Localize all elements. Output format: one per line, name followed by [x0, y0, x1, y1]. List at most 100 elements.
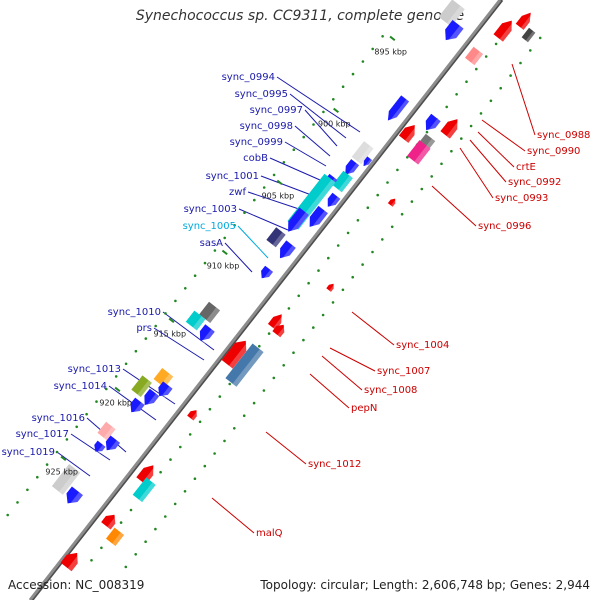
gene-label: sync_0999 — [230, 137, 283, 148]
feature-highlight — [96, 444, 106, 455]
reverse-gene — [493, 20, 517, 42]
feature-highlight — [146, 393, 160, 409]
feature-body — [309, 205, 328, 227]
feature-body — [199, 324, 215, 341]
track-dot — [188, 433, 192, 436]
feature-body — [187, 410, 197, 421]
track-dot — [287, 307, 291, 310]
forward-gene — [105, 435, 121, 454]
tick-label: 895 kbp — [374, 47, 407, 56]
track-dot — [455, 93, 458, 96]
track-dot — [529, 49, 532, 52]
reverse-gene — [464, 46, 484, 66]
label-connector — [481, 119, 526, 152]
feature-highlight — [329, 284, 336, 292]
track-dot — [519, 61, 522, 65]
feature-body — [332, 170, 353, 193]
gene-label: zwf — [229, 187, 246, 198]
label-connector — [162, 311, 215, 351]
feature-highlight — [520, 13, 535, 30]
track-dot — [430, 175, 434, 178]
gene-label: sync_0990 — [527, 146, 580, 157]
track-dot — [366, 206, 370, 209]
label-connector — [309, 373, 350, 409]
backbone-line — [28, 0, 502, 600]
track-dot — [134, 553, 137, 556]
label-connector — [469, 139, 507, 183]
track-dot — [183, 490, 187, 493]
feature-highlight — [112, 532, 125, 547]
feature-highlight — [390, 199, 398, 207]
reverse-gene — [407, 140, 431, 165]
track-dot — [460, 137, 463, 140]
track-dot — [100, 546, 103, 550]
label-connector — [122, 368, 176, 405]
forward-gene — [66, 486, 83, 508]
reverse-gene — [187, 410, 200, 421]
feature-body — [288, 207, 309, 232]
gene-label: malQ — [256, 528, 283, 539]
feature-body — [272, 324, 285, 338]
track-dot — [26, 488, 29, 492]
feature-highlight — [447, 25, 464, 45]
topology-label: Topology: circular; Length: 2,606,748 bp… — [260, 578, 590, 592]
track-dot — [95, 400, 98, 403]
gene-label: sync_1008 — [364, 385, 417, 396]
gene-label: sync_0993 — [495, 193, 548, 204]
track-dot — [361, 60, 365, 63]
genome-backbone — [28, 0, 504, 600]
gene-label: cobB — [243, 153, 268, 164]
tick-label: 910 kbp — [207, 261, 240, 270]
feature-highlight — [59, 469, 81, 495]
gene-features — [51, 0, 536, 572]
forward-gene — [185, 310, 206, 331]
feature-body — [221, 340, 247, 369]
track-dot — [322, 110, 325, 114]
track-dot — [124, 362, 128, 366]
feature-highlight — [191, 410, 200, 421]
track-dot — [465, 80, 468, 83]
feature-body — [438, 0, 465, 27]
feature-highlight — [277, 325, 288, 338]
track-dot — [174, 299, 177, 303]
tick-label: 915 kbp — [153, 329, 186, 338]
feature-highlight — [446, 5, 465, 27]
label-connector — [304, 109, 338, 147]
feature-body — [51, 464, 81, 495]
forward-gene — [261, 265, 274, 282]
forward-gene — [94, 440, 106, 455]
reverse-gene — [101, 514, 120, 530]
track-dot — [173, 502, 177, 506]
gene-label: sync_1003 — [184, 204, 237, 215]
forward-gene — [332, 170, 353, 193]
feature-body — [387, 198, 396, 207]
feature-body — [398, 125, 415, 143]
track-dot — [406, 156, 409, 159]
label-connector — [260, 175, 315, 197]
track-dot — [489, 99, 493, 103]
label-connector — [294, 125, 331, 157]
feature-highlight — [138, 482, 156, 503]
track-dot — [484, 55, 488, 58]
label-connector — [70, 433, 111, 461]
track-dot — [282, 364, 286, 367]
track-dot — [307, 281, 310, 285]
track-dot — [292, 148, 296, 151]
reverse-gene — [440, 119, 463, 139]
track-dot — [381, 35, 384, 38]
feature-body — [105, 435, 121, 451]
feature-body — [101, 514, 116, 530]
feature-body — [185, 310, 206, 331]
feature-highlight — [405, 126, 420, 143]
feature-highlight — [137, 380, 152, 397]
gene-label: sync_1013 — [68, 364, 121, 375]
track-dot — [272, 376, 276, 380]
gene-label: sync_0996 — [478, 221, 531, 232]
reverse-gene — [387, 198, 398, 207]
track-dot — [223, 236, 226, 240]
feature-highlight — [262, 269, 274, 282]
track-dot — [494, 42, 498, 46]
reverse-gene — [521, 27, 536, 43]
feature-body — [493, 20, 512, 42]
track-dot — [420, 187, 424, 191]
